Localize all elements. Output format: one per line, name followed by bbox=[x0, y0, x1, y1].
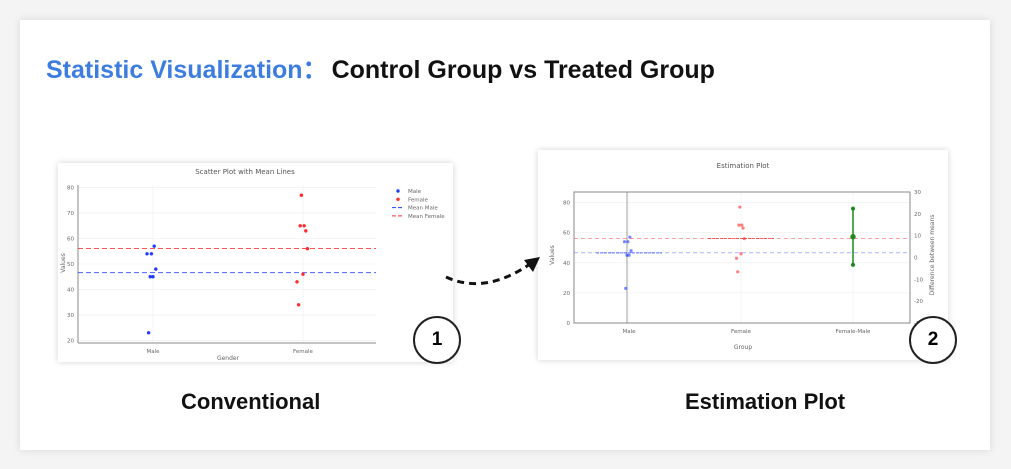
difference-ci-high bbox=[851, 206, 855, 211]
y-tick-label: 20 bbox=[67, 338, 74, 344]
arrow-icon bbox=[445, 257, 540, 286]
data-point-male bbox=[154, 267, 158, 271]
data-point-female bbox=[738, 205, 742, 209]
y-tick-label: 50 bbox=[67, 262, 74, 268]
data-point-male bbox=[151, 275, 155, 279]
y-tick-label: 40 bbox=[563, 261, 570, 267]
badge-2: 2 bbox=[909, 316, 957, 364]
badge-1: 1 bbox=[413, 316, 461, 364]
x-tick-label: Male bbox=[622, 329, 636, 335]
data-point-male bbox=[626, 240, 630, 244]
data-point-female bbox=[302, 224, 306, 228]
data-point-female bbox=[298, 224, 302, 228]
data-point-female bbox=[736, 270, 740, 274]
data-point-female bbox=[304, 229, 308, 233]
y-tick-label: 60 bbox=[563, 231, 570, 237]
chart-title: Estimation Plot bbox=[717, 162, 770, 170]
data-point-male bbox=[146, 331, 151, 335]
y2-axis-label: Difference between means bbox=[929, 215, 936, 296]
difference-ci-low bbox=[851, 262, 855, 267]
x-tick-label: Male bbox=[146, 349, 160, 355]
data-point-female bbox=[742, 237, 746, 241]
data-point-female bbox=[299, 193, 304, 197]
legend-entry: Female bbox=[408, 197, 429, 203]
data-point-female bbox=[734, 256, 739, 260]
y-tick-label: 60 bbox=[67, 237, 74, 243]
plot-frame bbox=[573, 191, 911, 324]
y-tick-label: 80 bbox=[563, 201, 570, 207]
data-point-female bbox=[295, 280, 299, 284]
data-point-female bbox=[296, 303, 301, 307]
y-tick-label: 80 bbox=[67, 186, 74, 192]
x-tick-label: Female-Male bbox=[836, 329, 872, 335]
difference-mean-point bbox=[850, 234, 856, 240]
data-point-male bbox=[628, 235, 632, 239]
scatter-chart: Scatter Plot with Mean Lines 20 30 40 50 60 70… bbox=[60, 168, 445, 362]
x-axis-label: Gender bbox=[217, 355, 240, 362]
y2-tick-label: 0 bbox=[914, 256, 918, 262]
y-tick-label: 70 bbox=[67, 211, 74, 217]
y-tick-label: 0 bbox=[567, 321, 571, 327]
data-point-male bbox=[148, 275, 152, 279]
y-axis-label: Values bbox=[60, 253, 67, 273]
data-point-male bbox=[149, 252, 154, 256]
y-tick-label: 40 bbox=[67, 287, 74, 293]
estimation-chart-panel: Estimation Plot020406080-30-20-100102030… bbox=[538, 150, 948, 360]
y-axis-label: Values bbox=[549, 245, 556, 265]
data-point-female bbox=[739, 252, 743, 256]
data-point-male bbox=[622, 240, 627, 244]
legend-marker bbox=[396, 189, 400, 193]
y-tick-label: 30 bbox=[67, 313, 74, 319]
legend-entry: Male bbox=[408, 189, 422, 195]
y2-tick-label: 30 bbox=[914, 190, 921, 196]
chart-title: Scatter Plot with Mean Lines bbox=[195, 168, 295, 176]
data-point-male bbox=[627, 253, 631, 257]
legend-marker bbox=[396, 197, 400, 201]
y2-tick-label: 20 bbox=[914, 212, 921, 218]
caption-estimation: Estimation Plot bbox=[685, 389, 846, 414]
page-title: Statistic Visualization： Control Group vs… bbox=[46, 56, 715, 84]
y2-tick-label: -20 bbox=[914, 299, 923, 305]
data-point-female bbox=[301, 272, 305, 276]
data-point-male bbox=[629, 249, 633, 253]
y2-tick-label: -10 bbox=[914, 277, 923, 283]
data-point-male bbox=[624, 286, 628, 290]
legend-entry: Mean Male bbox=[408, 206, 438, 212]
data-point-male bbox=[152, 244, 156, 248]
legend-entry: Mean Female bbox=[408, 214, 445, 220]
y2-tick-label: 10 bbox=[914, 234, 921, 240]
caption-conventional: Conventional bbox=[181, 389, 321, 414]
y-tick-label: 20 bbox=[563, 291, 570, 297]
data-point-female bbox=[737, 223, 741, 227]
data-point-female bbox=[305, 247, 310, 251]
x-tick-label: Female bbox=[293, 349, 314, 355]
data-point-male bbox=[145, 252, 149, 256]
data-point-female bbox=[741, 226, 745, 230]
x-tick-label: Female bbox=[731, 329, 752, 335]
x-axis-label: Group bbox=[734, 344, 752, 351]
estimation-chart: Estimation Plot020406080-30-20-100102030… bbox=[549, 162, 936, 351]
data-point-female bbox=[740, 223, 744, 227]
conventional-chart-panel: Scatter Plot with Mean Lines 20 30 40 50 60 70… bbox=[58, 163, 453, 362]
